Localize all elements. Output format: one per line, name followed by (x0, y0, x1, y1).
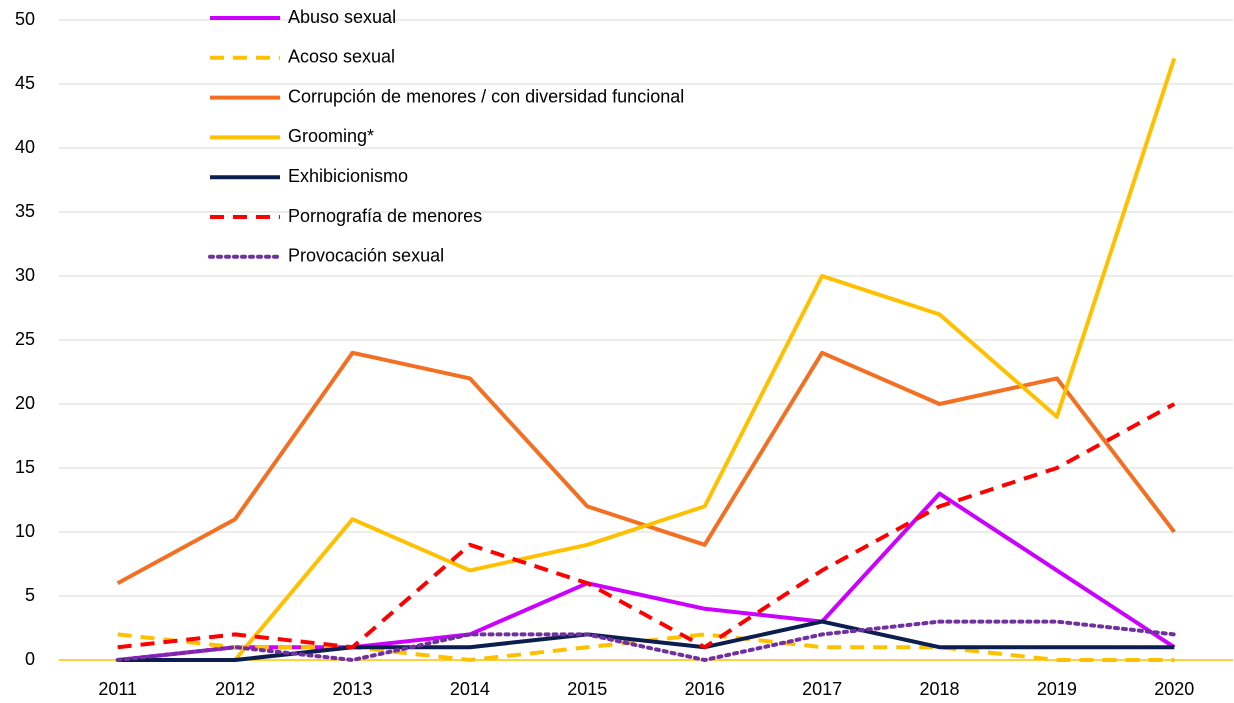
legend-label: Grooming* (288, 126, 374, 146)
y-tick-label: 45 (15, 73, 35, 93)
legend-label: Abuso sexual (288, 7, 396, 27)
x-tick-label: 2020 (1154, 679, 1194, 699)
x-tick-label: 2014 (450, 679, 490, 699)
legend-label: Corrupción de menores / con diversidad f… (288, 86, 684, 106)
series-line (233, 57, 1177, 662)
series-line (115, 619, 1177, 662)
series-line (117, 491, 1176, 662)
y-tick-label: 40 (15, 137, 35, 157)
x-tick-label: 2011 (98, 679, 137, 699)
x-tick-label: 2019 (1037, 679, 1077, 699)
legend-label: Pornografía de menores (288, 206, 482, 226)
x-tick-label: 2018 (919, 679, 959, 699)
y-tick-label: 25 (15, 329, 35, 349)
legend-label: Exhibicionismo (288, 166, 408, 186)
x-tick-label: 2013 (332, 679, 372, 699)
x-tick-label: 2012 (215, 679, 255, 699)
x-tick-label: 2017 (802, 679, 842, 699)
y-tick-label: 35 (15, 201, 35, 221)
x-tick-label: 2016 (685, 679, 725, 699)
y-tick-label: 0 (25, 649, 35, 669)
series-line (117, 402, 1176, 650)
y-tick-label: 30 (15, 265, 35, 285)
y-tick-label: 10 (15, 521, 35, 541)
y-tick-label: 50 (15, 9, 35, 29)
x-tick-label: 2015 (567, 679, 607, 699)
y-tick-label: 5 (25, 585, 35, 605)
y-tick-label: 20 (15, 393, 35, 413)
y-tick-label: 15 (15, 457, 35, 477)
legend-label: Acoso sexual (288, 47, 395, 67)
legend-label: Provocación sexual (288, 246, 444, 266)
